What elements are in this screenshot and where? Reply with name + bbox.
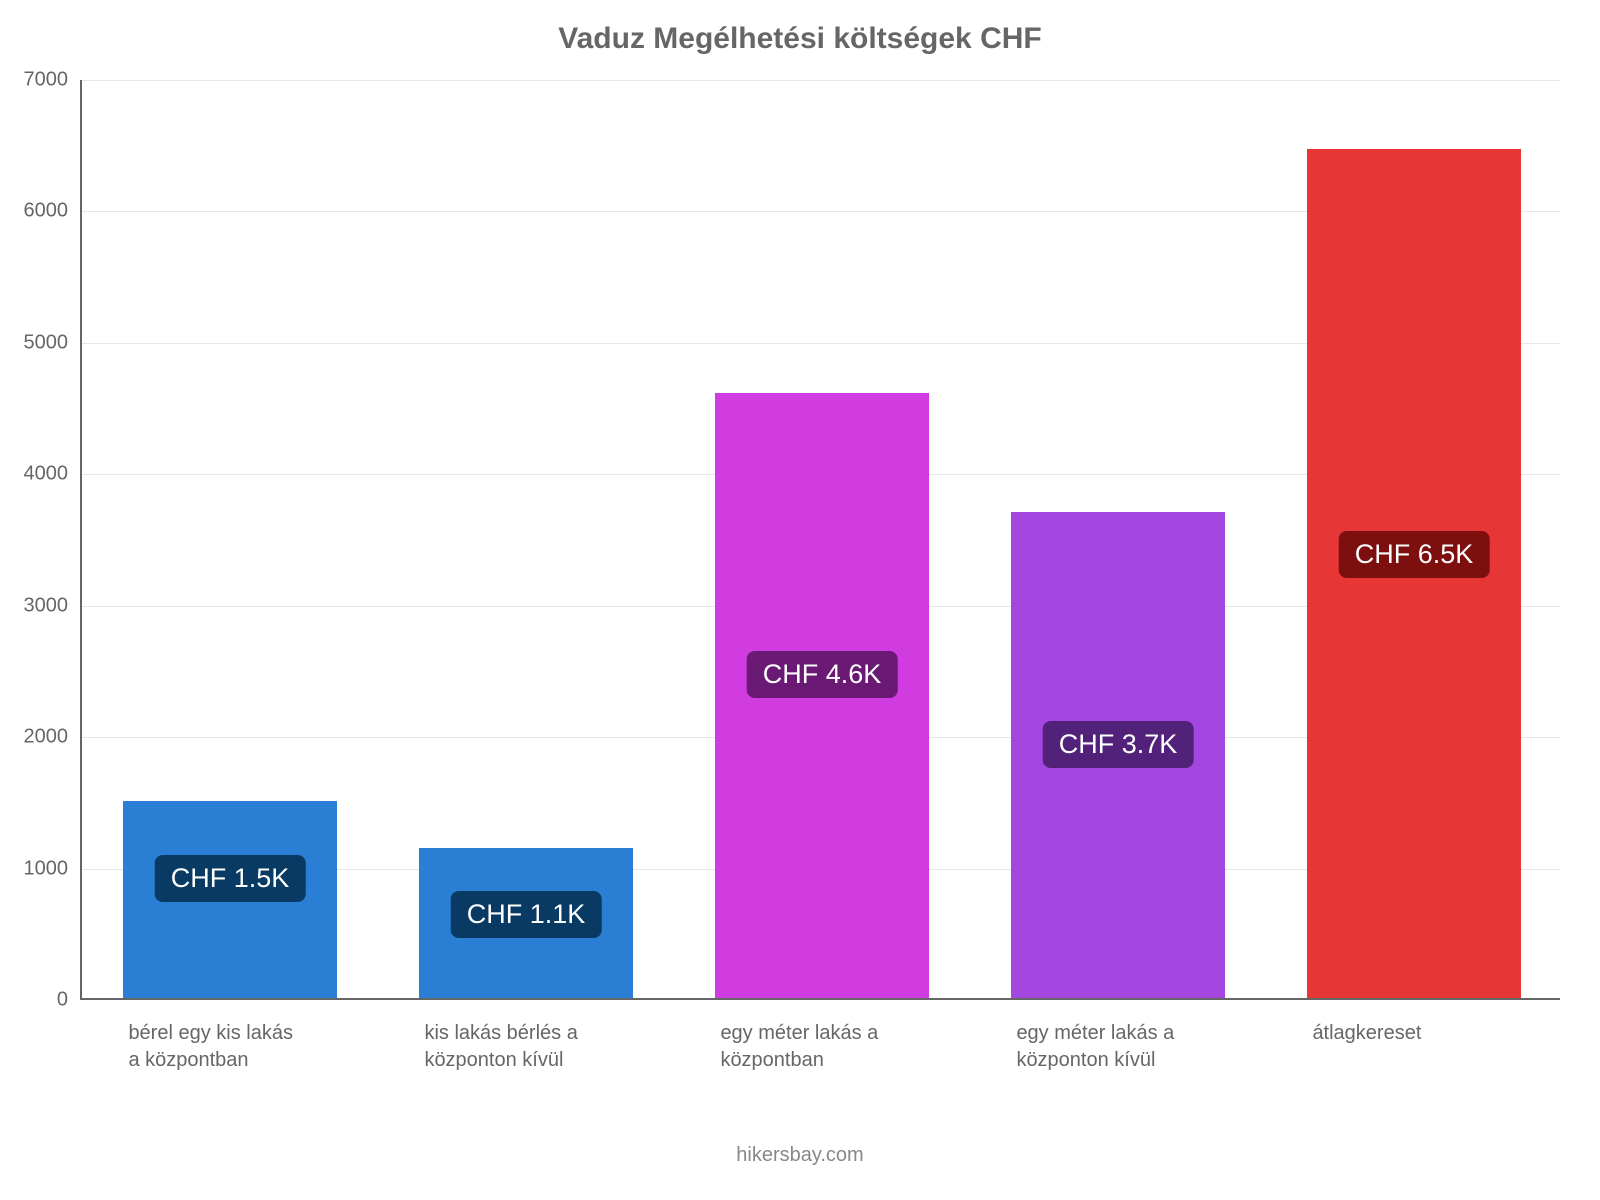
x-tick-label: kis lakás bérlés a központon kívül	[424, 998, 604, 1074]
bar: CHF 1.5K	[123, 801, 336, 998]
gridline	[82, 80, 1560, 81]
x-tick-label: bérel egy kis lakás a központban	[128, 998, 308, 1074]
chart-title: Vaduz Megélhetési költségek CHF	[0, 22, 1600, 56]
bar-value-label: CHF 3.7K	[1043, 721, 1194, 768]
bar: CHF 4.6K	[715, 393, 928, 998]
y-tick-label: 5000	[24, 331, 83, 354]
y-tick-label: 2000	[24, 726, 83, 749]
plot-area: 01000200030004000500060007000CHF 1.5Kbér…	[80, 80, 1560, 1000]
bar-value-label: CHF 4.6K	[747, 651, 898, 698]
x-tick-label: egy méter lakás a központon kívül	[1016, 998, 1196, 1074]
bar: CHF 1.1K	[419, 848, 632, 998]
bar-value-label: CHF 1.1K	[451, 891, 602, 938]
x-tick-label: egy méter lakás a központban	[720, 998, 900, 1074]
y-tick-label: 0	[57, 989, 82, 1012]
y-tick-label: 3000	[24, 594, 83, 617]
bar: CHF 6.5K	[1307, 149, 1520, 998]
x-tick-label: átlagkereset	[1312, 998, 1492, 1047]
source-label: hikersbay.com	[0, 1144, 1600, 1167]
bar-value-label: CHF 6.5K	[1339, 531, 1490, 578]
y-tick-label: 6000	[24, 200, 83, 223]
y-tick-label: 4000	[24, 463, 83, 486]
bar-value-label: CHF 1.5K	[155, 855, 306, 902]
bar: CHF 3.7K	[1011, 512, 1224, 998]
y-tick-label: 1000	[24, 857, 83, 880]
y-tick-label: 7000	[24, 69, 83, 92]
